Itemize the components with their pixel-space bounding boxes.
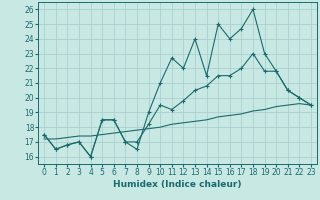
X-axis label: Humidex (Indice chaleur): Humidex (Indice chaleur) [113,180,242,189]
